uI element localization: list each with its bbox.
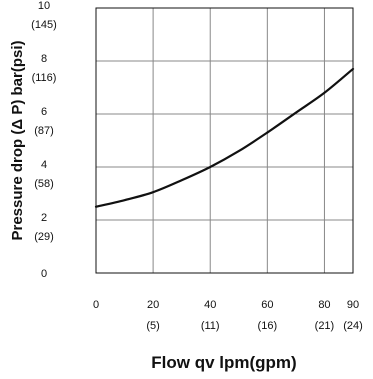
y-axis-ticks: 0 2 (29) 4 (58) 6 (87) 8 (116) 10 (145) [31,0,57,280]
x-tick-sublabel: (5) [146,320,159,332]
x-tick-sublabel: (21) [315,320,335,332]
x-tick-label: 80 [318,299,330,311]
x-tick-label: 0 [93,299,99,311]
x-axis-ticks: 0 20 (5) 40 (11) 60 (16) 80 (21) 90 (24) [93,299,363,332]
x-tick-label: 40 [204,299,216,311]
y-tick-label: 0 [41,268,47,280]
x-axis-label: Flow qv lpm(gpm) [151,353,296,372]
y-tick-label: 10 [38,0,50,12]
x-tick-sublabel: (16) [258,320,278,332]
y-tick-label: 8 [41,53,47,65]
grid [96,8,353,273]
series-lines [94,67,355,208]
y-tick-label: 2 [41,212,47,224]
x-tick-label: 90 [347,299,359,311]
plot-frame [95,7,354,274]
y-tick-sublabel: (116) [32,72,57,84]
x-tick-label: 60 [261,299,273,311]
y-tick-label: 6 [41,106,47,118]
x-tick-sublabel: (11) [201,320,220,332]
series-line [94,67,355,208]
y-tick-label: 4 [41,159,47,171]
x-tick-label: 20 [147,299,159,311]
y-tick-sublabel: (87) [34,125,54,137]
y-tick-sublabel: (29) [34,231,54,243]
y-tick-sublabel: (145) [31,19,57,31]
y-tick-sublabel: (58) [34,178,54,190]
x-tick-sublabel: (24) [343,320,363,332]
y-axis-label: Pressure drop (Δ P) bar(psi) [9,41,26,241]
